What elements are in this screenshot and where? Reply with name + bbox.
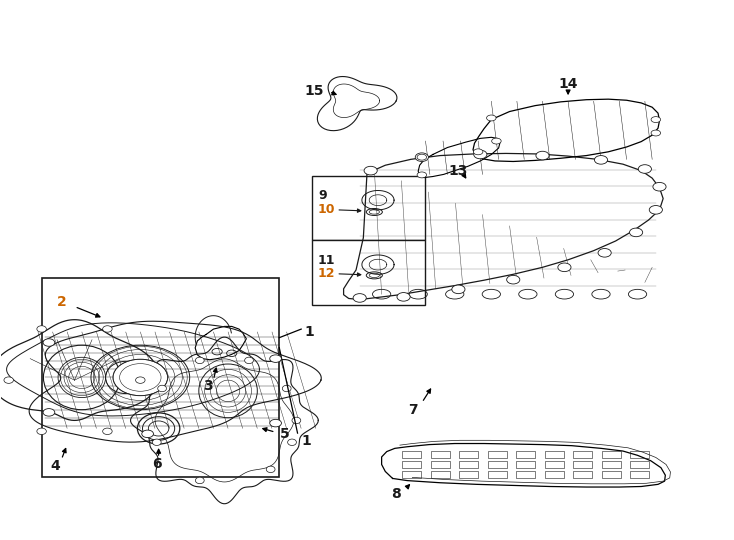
Bar	[459, 461, 478, 468]
Ellipse shape	[283, 385, 291, 392]
Ellipse shape	[506, 275, 520, 284]
Ellipse shape	[650, 206, 662, 214]
Ellipse shape	[417, 172, 426, 178]
Ellipse shape	[397, 293, 410, 301]
Ellipse shape	[37, 428, 46, 435]
Ellipse shape	[266, 466, 275, 472]
Ellipse shape	[473, 150, 487, 159]
Ellipse shape	[630, 228, 643, 237]
Text: 9: 9	[318, 190, 327, 202]
Text: 8: 8	[391, 487, 401, 501]
Bar	[631, 471, 650, 478]
Text: 11: 11	[318, 254, 335, 267]
Ellipse shape	[153, 439, 161, 446]
Text: 15: 15	[305, 84, 324, 98]
Bar	[545, 471, 564, 478]
Ellipse shape	[195, 357, 204, 363]
Ellipse shape	[653, 183, 666, 191]
Ellipse shape	[270, 420, 281, 427]
Ellipse shape	[595, 156, 608, 164]
Ellipse shape	[536, 151, 549, 160]
Ellipse shape	[473, 149, 483, 155]
Text: 7: 7	[408, 403, 418, 417]
Bar	[631, 451, 650, 458]
Ellipse shape	[103, 326, 112, 332]
Bar	[545, 451, 564, 458]
Bar	[459, 471, 478, 478]
Bar	[487, 451, 506, 458]
Ellipse shape	[288, 439, 297, 446]
Text: 1: 1	[305, 325, 315, 339]
Ellipse shape	[4, 377, 13, 383]
Bar	[42, 278, 279, 477]
Text: 2: 2	[57, 295, 67, 309]
Text: 6: 6	[153, 457, 162, 471]
Text: 1: 1	[301, 434, 311, 448]
Ellipse shape	[195, 477, 204, 484]
Text: 14: 14	[559, 77, 578, 91]
Bar	[402, 461, 421, 468]
Ellipse shape	[415, 153, 429, 161]
Bar	[516, 451, 535, 458]
Bar	[516, 471, 535, 478]
Ellipse shape	[353, 294, 366, 302]
Ellipse shape	[598, 248, 611, 257]
Bar	[312, 176, 426, 240]
Bar	[573, 451, 592, 458]
Ellipse shape	[487, 115, 496, 121]
Bar	[402, 471, 421, 478]
Ellipse shape	[639, 165, 652, 173]
Ellipse shape	[492, 138, 501, 144]
Bar	[631, 461, 650, 468]
Ellipse shape	[113, 359, 168, 396]
Bar	[402, 451, 421, 458]
Text: 12: 12	[318, 267, 335, 280]
Ellipse shape	[651, 130, 661, 136]
Bar	[431, 461, 450, 468]
Bar	[573, 471, 592, 478]
Bar	[431, 451, 450, 458]
Bar	[516, 461, 535, 468]
Text: 13: 13	[448, 164, 468, 178]
Ellipse shape	[417, 154, 426, 160]
Text: 10: 10	[318, 204, 335, 217]
Ellipse shape	[103, 428, 112, 435]
Ellipse shape	[452, 285, 465, 294]
Ellipse shape	[364, 166, 377, 175]
Bar	[545, 461, 564, 468]
Ellipse shape	[37, 326, 46, 332]
Bar	[312, 240, 426, 305]
Ellipse shape	[43, 339, 55, 346]
Text: 5: 5	[280, 427, 290, 441]
Ellipse shape	[651, 117, 661, 123]
Ellipse shape	[158, 385, 167, 392]
Bar	[487, 471, 506, 478]
Bar	[602, 451, 621, 458]
Text: 3: 3	[203, 379, 213, 393]
Ellipse shape	[142, 430, 153, 437]
Ellipse shape	[292, 417, 301, 424]
Ellipse shape	[43, 409, 55, 416]
Ellipse shape	[136, 377, 145, 383]
Ellipse shape	[558, 263, 571, 272]
Ellipse shape	[244, 357, 253, 363]
Text: 4: 4	[50, 459, 59, 473]
Bar	[573, 461, 592, 468]
Ellipse shape	[270, 355, 281, 362]
Bar	[602, 461, 621, 468]
Bar	[431, 471, 450, 478]
Bar	[487, 461, 506, 468]
Bar	[459, 451, 478, 458]
Bar	[602, 471, 621, 478]
